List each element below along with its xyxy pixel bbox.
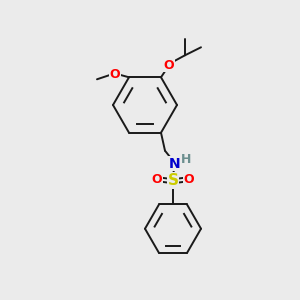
Text: O: O — [152, 173, 162, 186]
Text: S: S — [167, 173, 178, 188]
Text: O: O — [184, 173, 194, 186]
Text: O: O — [164, 59, 174, 72]
Text: O: O — [110, 68, 120, 81]
Text: H: H — [181, 153, 191, 166]
Text: N: N — [169, 157, 181, 171]
